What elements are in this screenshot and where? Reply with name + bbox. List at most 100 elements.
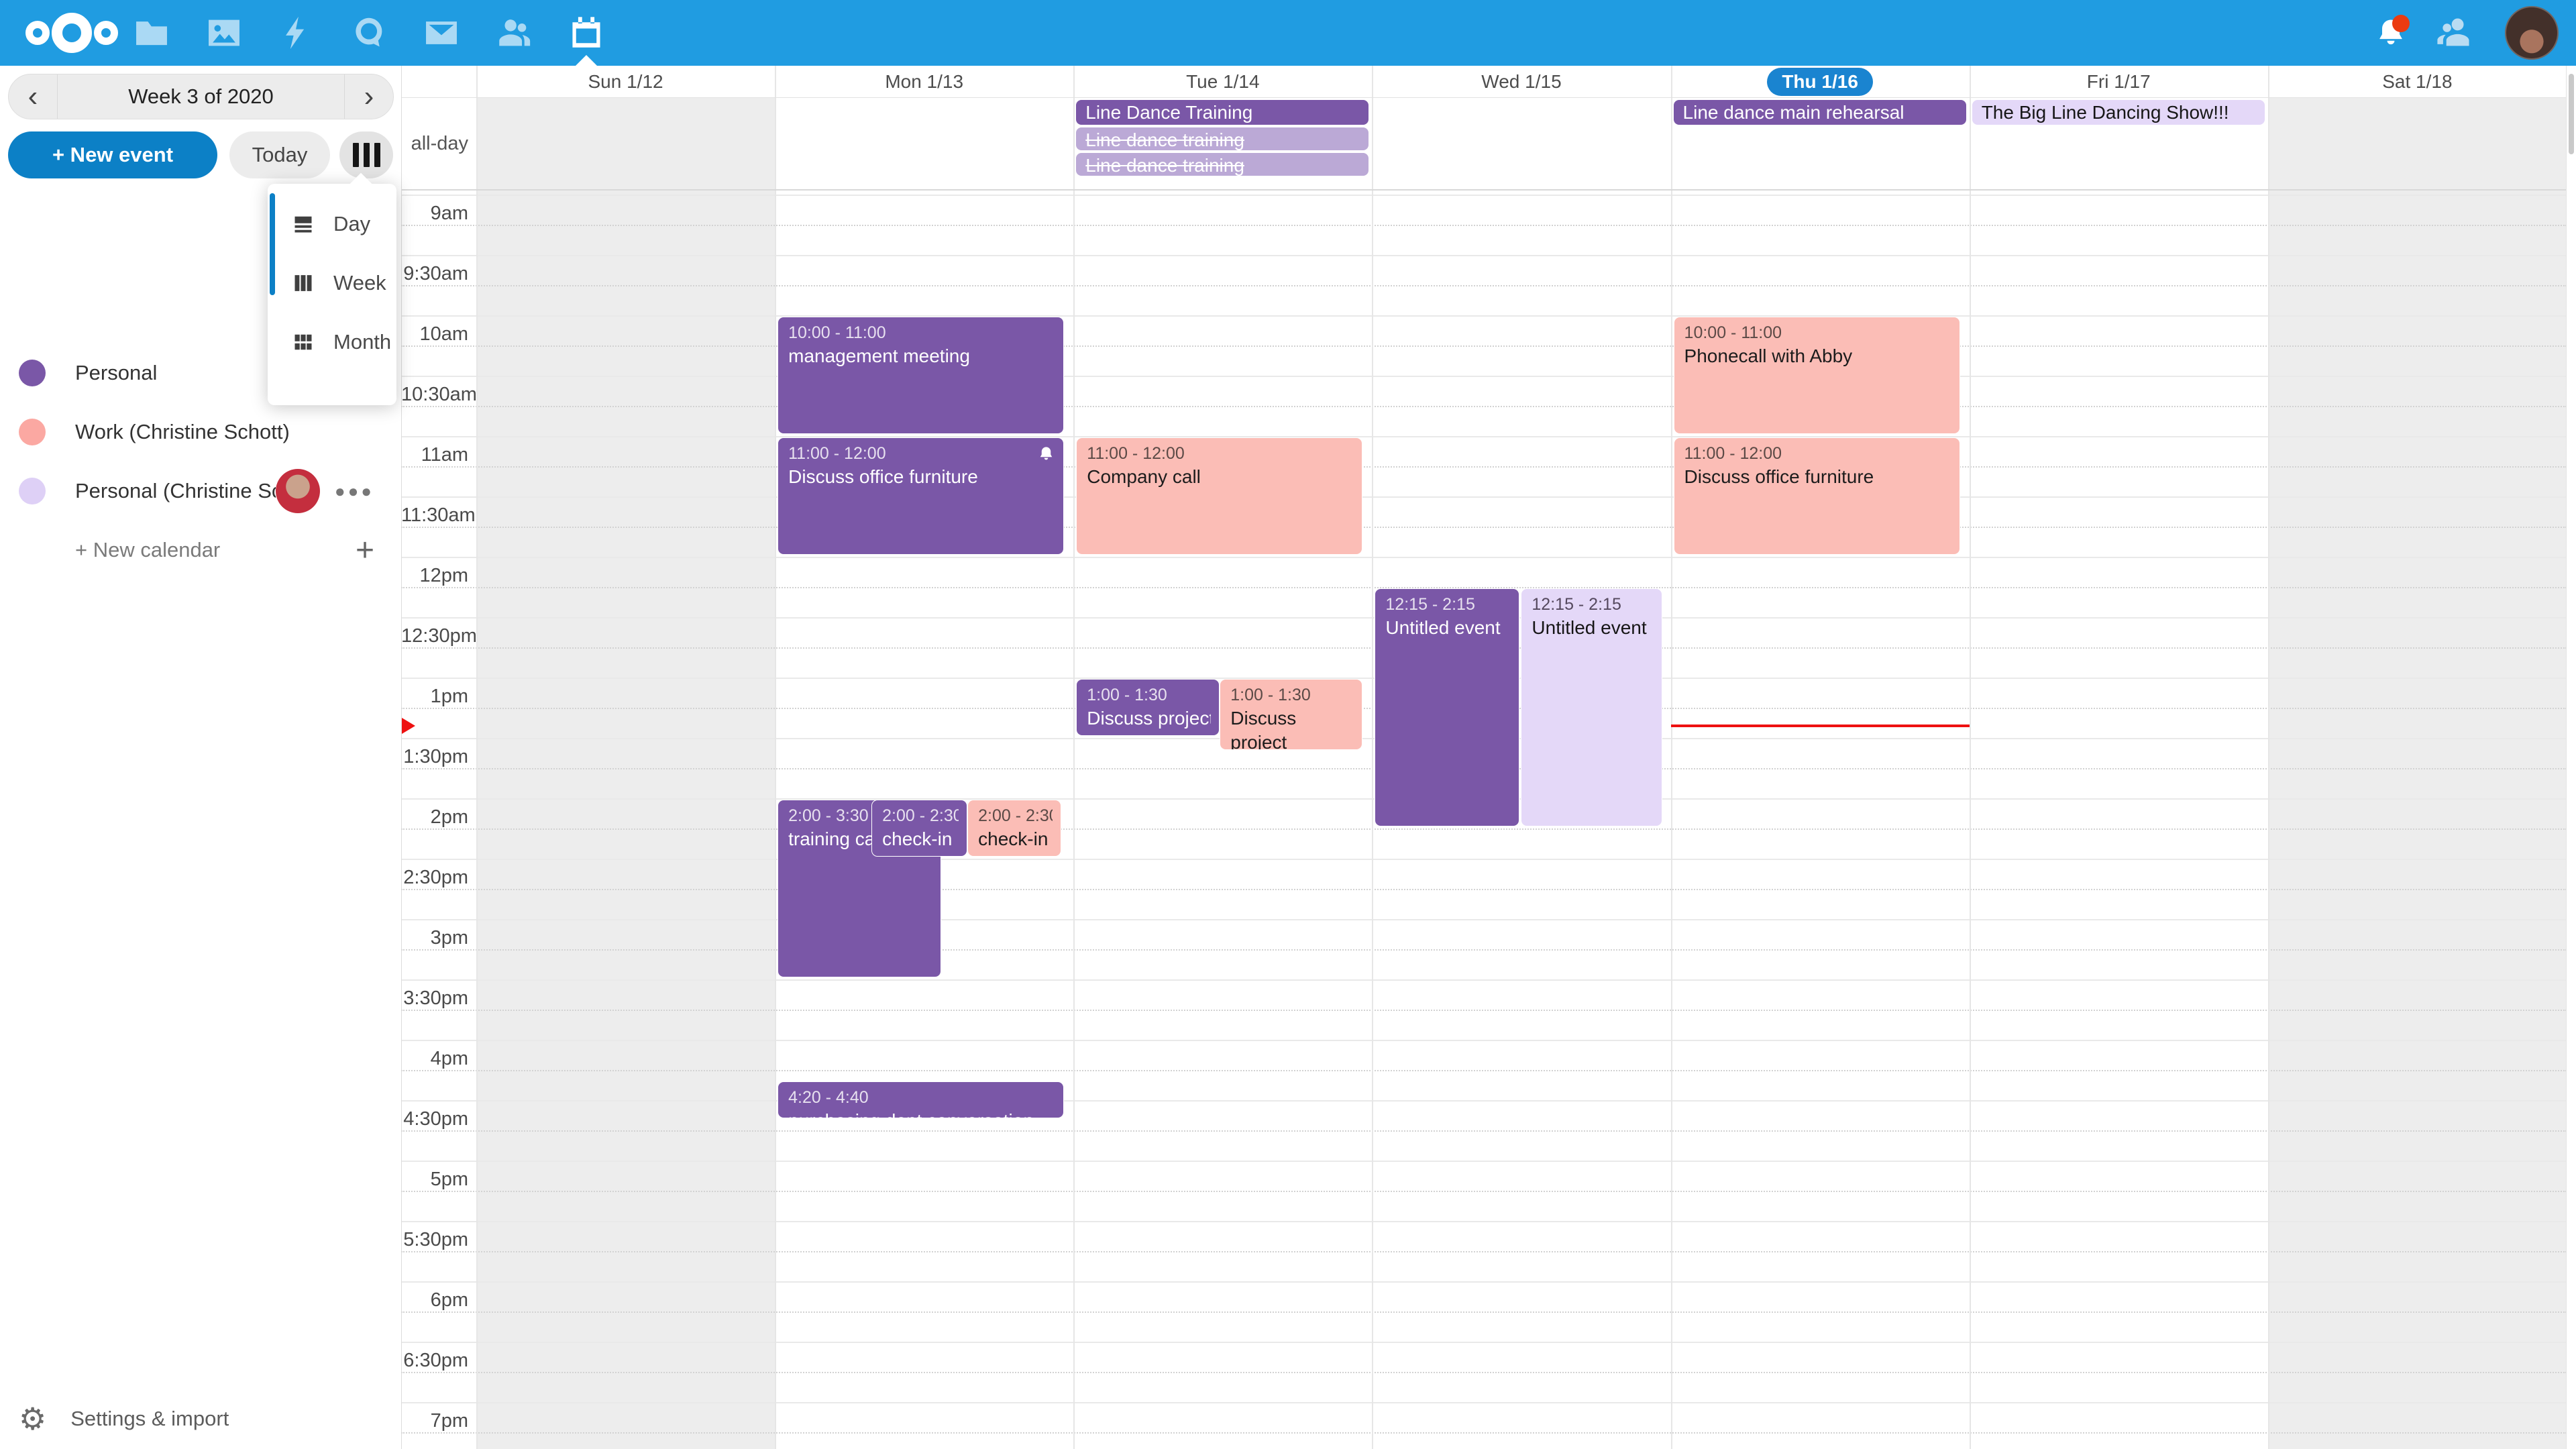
column-divider	[1073, 66, 1075, 1449]
envelope-icon	[426, 21, 457, 44]
notifications-button[interactable]	[2359, 0, 2423, 66]
weekend-shading	[2267, 97, 2567, 1449]
gridline-half-hour	[401, 557, 2567, 558]
allday-event[interactable]: Line dance main rehearsal	[1673, 100, 1966, 125]
event[interactable]: 11:00 - 12:00 Discuss office furniture	[1673, 437, 1960, 555]
calendar-name: Work (Christine Schott)	[75, 420, 290, 443]
week-range-label[interactable]: Week 3 of 2020	[128, 85, 274, 108]
gridline-quarter-hour	[401, 406, 2567, 407]
app-mail[interactable]	[409, 0, 474, 66]
event[interactable]: 2:00 - 2:30 check-in	[967, 800, 1062, 857]
app-calendar[interactable]	[554, 0, 619, 66]
event[interactable]: 10:00 - 11:00 management meeting	[777, 317, 1065, 434]
gridline-half-hour	[401, 1161, 2567, 1162]
event[interactable]: 10:00 - 11:00 Phonecall with Abby	[1673, 317, 1960, 434]
app-activity[interactable]	[264, 0, 329, 66]
column-divider	[2267, 66, 2269, 1449]
time-axis-label: 2pm	[430, 806, 468, 828]
view-switcher-button[interactable]	[339, 131, 393, 178]
view-menu-item-week[interactable]: Week	[268, 254, 396, 313]
contacts-menu-button[interactable]	[2423, 0, 2487, 66]
nextcloud-logo[interactable]	[25, 0, 118, 66]
time-axis-label: 6pm	[430, 1289, 468, 1311]
view-menu-item-day[interactable]: Day	[268, 195, 396, 254]
gridline-quarter-hour	[401, 587, 2567, 588]
today-button[interactable]: Today	[229, 131, 330, 178]
time-axis-label: 11:30am	[401, 504, 476, 526]
event-title: training call	[788, 828, 883, 849]
user-avatar[interactable]	[2505, 6, 2559, 60]
event[interactable]: 4:20 - 4:40 purchasing dept conversation	[777, 1081, 1065, 1119]
app-files[interactable]	[119, 0, 184, 66]
time-axis-label: 12:30pm	[401, 625, 477, 647]
gridline-half-hour	[401, 195, 2567, 196]
event-title: Phonecall with Abby	[1684, 345, 1853, 366]
app-contacts[interactable]	[482, 0, 546, 66]
people-icon	[2437, 18, 2469, 46]
time-axis-label: 3:30pm	[403, 987, 468, 1009]
event[interactable]: 1:00 - 1:30 Discuss project announcement	[1076, 679, 1220, 736]
time-axis-label: 5pm	[430, 1169, 468, 1190]
gridline-quarter-hour	[401, 828, 2567, 830]
gridline-half-hour	[401, 979, 2567, 981]
gridline-half-hour	[401, 496, 2567, 498]
current-time-line	[1670, 724, 1970, 728]
calendar-list-item[interactable]: Personal (Christine Scho…) ●●●	[0, 462, 401, 521]
gridline-quarter-hour	[401, 949, 2567, 951]
new-calendar-button[interactable]: + New calendar +	[0, 521, 401, 580]
event-title: Discuss office furniture	[1684, 466, 1874, 487]
gear-icon: ⚙	[19, 1401, 47, 1436]
settings-import-button[interactable]: ⚙ Settings & import	[19, 1403, 229, 1434]
event[interactable]: 11:00 - 12:00 Discuss office furniture	[777, 437, 1065, 555]
gridline-quarter-hour	[401, 1070, 2567, 1071]
allday-event[interactable]: The Big Line Dancing Show!!!	[1972, 100, 2265, 125]
gridline-half-hour	[401, 1221, 2567, 1222]
calendar-color-dot	[19, 360, 46, 386]
calendar-scrollbar	[2566, 66, 2576, 1449]
scrollbar-thumb[interactable]	[2569, 74, 2574, 154]
popover-scrollbar[interactable]	[270, 193, 275, 295]
reminder-bell-icon	[1040, 447, 1053, 460]
calendar-list-item[interactable]: Personal	[0, 343, 401, 402]
event[interactable]: 12:15 - 2:15 Untitled event	[1521, 588, 1663, 826]
gridline-quarter-hour	[401, 1251, 2567, 1252]
gridline-quarter-hour	[401, 1130, 2567, 1132]
gridline-quarter-hour	[401, 1311, 2567, 1313]
view-switcher-menu: Day Week Month	[268, 172, 396, 405]
app-photos[interactable]	[192, 0, 256, 66]
time-axis-label: 1:30pm	[403, 746, 468, 767]
gridline-half-hour	[401, 859, 2567, 860]
calendar-list-item[interactable]: Work (Christine Schott)	[0, 402, 401, 462]
view-menu-label: Day	[333, 212, 371, 235]
next-week-button[interactable]: ›	[344, 74, 393, 119]
event-title: Discuss project announcement	[1230, 708, 1297, 750]
event-title: Untitled event	[1385, 617, 1501, 638]
time-axis-label: 9:30am	[403, 263, 468, 284]
gridline-quarter-hour	[401, 889, 2567, 890]
event[interactable]: 11:00 - 12:00 Company call	[1076, 437, 1363, 555]
event[interactable]: 2:00 - 2:30 check-in	[871, 800, 968, 857]
allday-event[interactable]: Line dance training	[1076, 127, 1369, 150]
calendar-name: Personal	[75, 361, 158, 384]
time-axis-label: 1pm	[430, 686, 468, 707]
day-header: Wed 1/15	[1481, 70, 1562, 92]
calendar-actions-icon[interactable]: ●●●	[334, 480, 374, 501]
time-axis-label: 10:30am	[401, 384, 477, 405]
event-time: 1:00 - 1:30	[1087, 686, 1167, 704]
event[interactable]: 1:00 - 1:30 Discuss project announcement	[1220, 679, 1363, 750]
gridline-quarter-hour	[401, 225, 2567, 226]
gridline-quarter-hour	[401, 1191, 2567, 1192]
calendar-grid[interactable]: Sun 1/12 Mon 1/13 Tue 1/14 Wed 1/15 Thu 1/16…	[401, 66, 2576, 1449]
view-menu-item-month[interactable]: Month	[268, 313, 396, 372]
allday-event[interactable]: Line Dance Training	[1076, 100, 1369, 125]
event[interactable]: 12:15 - 2:15 Untitled event	[1375, 588, 1520, 826]
photos-icon	[209, 19, 239, 46]
event-time: 1:00 - 1:30	[1230, 686, 1311, 704]
column-divider	[476, 66, 478, 1449]
previous-week-button[interactable]: ‹	[9, 74, 58, 119]
allday-event[interactable]: Line dance training	[1076, 153, 1369, 176]
gridline-half-hour	[401, 315, 2567, 317]
new-event-button[interactable]: + New event	[8, 131, 217, 178]
gridline-half-hour	[401, 436, 2567, 437]
app-talk[interactable]	[337, 0, 401, 66]
